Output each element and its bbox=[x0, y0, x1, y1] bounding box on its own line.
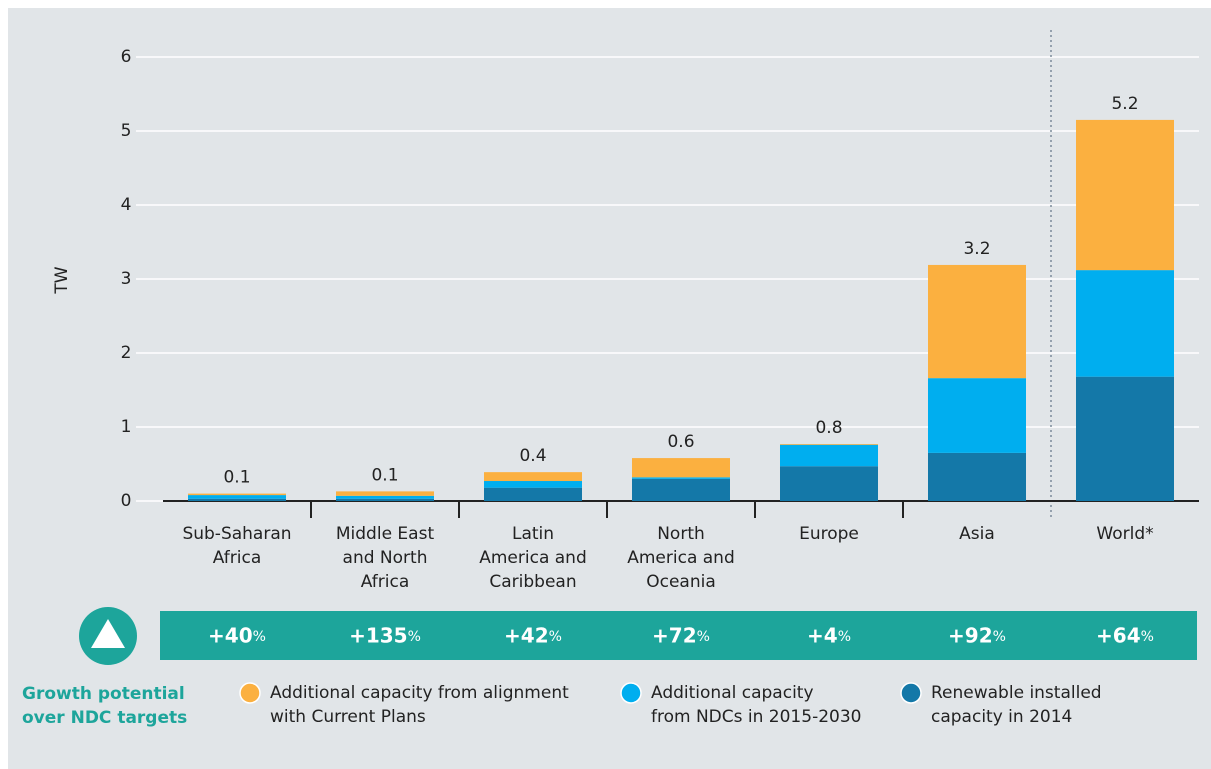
legend-swatch bbox=[900, 682, 922, 704]
bar-segment bbox=[1076, 119, 1174, 271]
bar-segment bbox=[484, 481, 582, 488]
total-label: 0.1 bbox=[371, 465, 398, 485]
x-tick-label: Middle East and North Africa bbox=[336, 524, 435, 592]
bar-segment bbox=[780, 444, 878, 467]
bar-segment bbox=[928, 378, 1026, 453]
legend-swatch bbox=[239, 682, 261, 704]
bar-segment bbox=[188, 498, 286, 501]
bar-segment bbox=[188, 493, 286, 496]
growth-title: Growth potential over NDC targets bbox=[22, 684, 187, 728]
x-tick-label: North America and Oceania bbox=[627, 524, 735, 592]
x-tick-label: Asia bbox=[959, 524, 995, 544]
growth-label: +40% bbox=[208, 624, 266, 648]
bar-segment bbox=[336, 491, 434, 496]
bar-segment bbox=[928, 452, 1026, 501]
y-tick-label: 0 bbox=[121, 491, 132, 511]
growth-label: +64% bbox=[1096, 624, 1154, 648]
total-label: 0.1 bbox=[223, 468, 250, 488]
total-label: 0.8 bbox=[815, 418, 842, 438]
total-label: 3.2 bbox=[963, 239, 990, 259]
growth-label: +42% bbox=[504, 624, 562, 648]
legend-label: Additional capacity from NDCs in 2015-203… bbox=[651, 683, 861, 727]
x-tick-label: World* bbox=[1096, 524, 1153, 544]
x-tick-label: Sub-Saharan Africa bbox=[182, 524, 291, 568]
bar-segment bbox=[780, 466, 878, 501]
growth-label: +4% bbox=[807, 624, 851, 648]
bar-segment bbox=[632, 477, 730, 479]
bar-segment bbox=[1076, 376, 1174, 501]
bar-segment bbox=[1076, 270, 1174, 377]
y-tick-label: 3 bbox=[121, 269, 132, 289]
legend-swatch bbox=[620, 682, 642, 704]
y-axis-label: TW bbox=[52, 266, 72, 294]
x-tick-label: Europe bbox=[799, 524, 859, 544]
bar-segment bbox=[336, 495, 434, 499]
y-tick-label: 4 bbox=[121, 195, 132, 215]
total-label: 5.2 bbox=[1111, 94, 1138, 114]
y-tick-label: 1 bbox=[121, 417, 132, 437]
legend-label: Renewable installed capacity in 2014 bbox=[931, 683, 1102, 727]
total-label: 0.4 bbox=[519, 446, 546, 466]
bar-segment bbox=[632, 458, 730, 478]
x-tick-label: Latin America and Caribbean bbox=[479, 524, 587, 592]
growth-triangle bbox=[91, 619, 125, 648]
total-label: 0.6 bbox=[667, 432, 694, 452]
y-tick-label: 6 bbox=[121, 47, 132, 67]
growth-band bbox=[160, 611, 1197, 660]
bar-segment bbox=[484, 472, 582, 482]
legend-label: Additional capacity from alignment with C… bbox=[270, 683, 569, 727]
bar-segment bbox=[928, 264, 1026, 379]
y-tick-label: 5 bbox=[121, 121, 132, 141]
bar-segment bbox=[780, 444, 878, 445]
bar-segment bbox=[188, 495, 286, 499]
bar-segment bbox=[632, 478, 730, 501]
bar-segment bbox=[336, 498, 434, 501]
bar-segment bbox=[484, 487, 582, 501]
y-tick-label: 2 bbox=[121, 343, 132, 363]
